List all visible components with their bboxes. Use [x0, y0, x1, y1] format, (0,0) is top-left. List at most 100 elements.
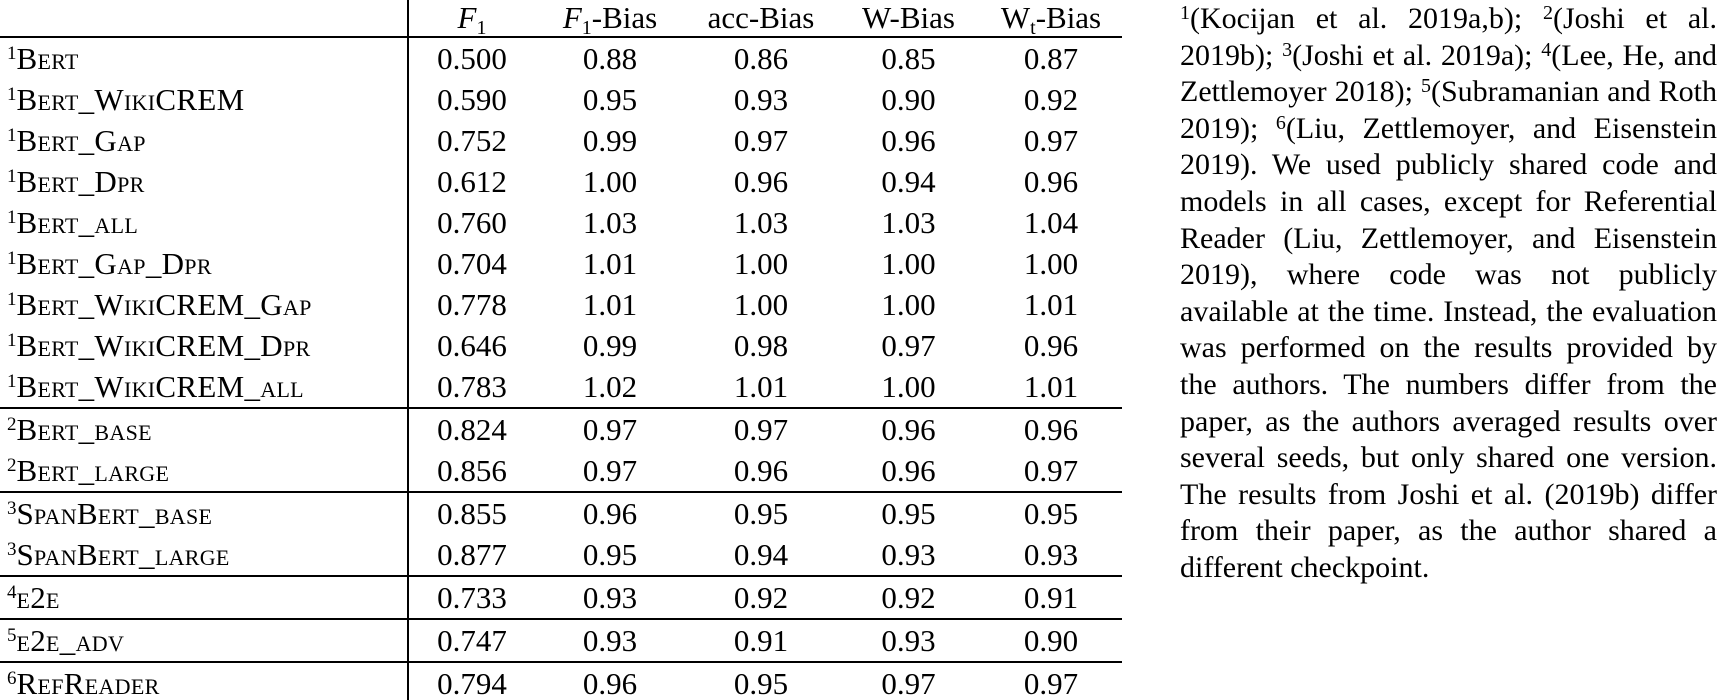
table-row: 2Bert_base 0.824 0.97 0.97 0.96 0.96 [0, 408, 1122, 450]
value-cell-f1: 0.646 [437, 327, 507, 363]
value-cell-wt-bias: 0.96 [1023, 327, 1079, 363]
value-cell-acc-bias: 0.95 [685, 662, 837, 700]
value-cell-w-bias: 0.96 [881, 122, 936, 158]
model-name: Bert_WikiCREM_Gap [16, 286, 312, 322]
value-cell-acc-bias: 0.96 [685, 450, 837, 493]
column-header-main: F [457, 0, 477, 35]
model-name: Bert_Dpr [16, 163, 145, 199]
table-row: 2Bert_large 0.856 0.97 0.96 0.96 0.97 [0, 450, 1122, 493]
table-row: 1Bert_Gap 0.752 0.99 0.97 0.96 0.97 [0, 120, 1122, 161]
note-citation-superscript: 1 [1180, 2, 1190, 24]
value-cell-f1: 0.794 [408, 662, 535, 700]
value-cell-acc-bias: 0.93 [733, 81, 789, 117]
value-cell-acc-bias: 1.00 [733, 286, 789, 322]
column-header-main: W-Bias [862, 0, 955, 35]
citation-superscript: 1 [7, 370, 17, 392]
value-cell-acc-bias: 0.92 [685, 576, 837, 620]
value-cell-f1-bias: 0.95 [535, 534, 685, 577]
model-name: Bert_all [16, 204, 139, 240]
column-header-f1: F1 [408, 0, 535, 38]
results-table: F1 F1-Bias acc-Bias W-Bias Wt-Bias 1Bert 0.50… [0, 0, 1122, 700]
value-cell-f1: 0.612 [437, 163, 507, 199]
citation-superscript: 6 [7, 667, 17, 689]
value-cell-f1: 0.824 [437, 411, 507, 447]
footnote-text: 1(Kocijan et al. 2019a,b); 2(Joshi et al… [1180, 2, 1718, 584]
value-cell-wt-bias: 0.97 [980, 662, 1122, 700]
value-cell-f1-bias: 0.93 [535, 619, 685, 663]
model-name: RefReader [16, 665, 160, 700]
citation-superscript: 1 [7, 42, 17, 64]
value-cell-f1-bias: 0.93 [535, 576, 685, 620]
model-label-cell: 3SpanBert_base [0, 492, 409, 534]
model-label-cell: 1Bert [0, 37, 409, 79]
value-cell-f1: 0.877 [408, 534, 535, 577]
value-cell-wt-bias: 1.01 [980, 366, 1122, 409]
value-cell-f1-bias: 0.95 [582, 81, 638, 117]
value-cell-wt-bias: 0.93 [980, 534, 1122, 577]
header-row: F1 F1-Bias acc-Bias W-Bias Wt-Bias [0, 0, 1122, 39]
value-cell-acc-bias: 0.94 [685, 534, 837, 577]
citation-superscript: 1 [7, 206, 17, 228]
value-cell-wt-bias: 0.92 [1023, 81, 1079, 117]
model-name: SpanBert_large [16, 536, 230, 572]
citation-superscript: 1 [7, 329, 17, 351]
value-cell-f1: 0.856 [408, 450, 535, 493]
value-cell-f1-bias: 0.99 [582, 122, 638, 158]
model-name: e2e [16, 579, 60, 615]
value-cell-acc-bias: 0.97 [733, 411, 789, 447]
value-cell-w-bias: 0.97 [837, 662, 980, 700]
table-row: 3SpanBert_large 0.877 0.95 0.94 0.93 0.93 [0, 534, 1122, 577]
model-label-cell: 2Bert_base [0, 408, 409, 450]
value-cell-f1: 0.752 [437, 122, 507, 158]
value-cell-f1-bias: 0.97 [535, 450, 685, 493]
model-label-cell: 1Bert_Gap [0, 120, 409, 161]
model-label-cell: 1Bert_all [0, 202, 409, 243]
table-row: 1Bert_Gap_Dpr 0.704 1.01 1.00 1.00 1.00 [0, 243, 1122, 284]
model-name: SpanBert_base [16, 495, 213, 531]
citation-superscript: 3 [7, 497, 17, 519]
value-cell-w-bias: 0.97 [881, 327, 936, 363]
column-header-wt-bias: Wt-Bias [980, 0, 1122, 38]
value-cell-w-bias: 1.00 [881, 245, 936, 281]
value-cell-wt-bias: 0.96 [1023, 411, 1079, 447]
column-header-w-bias: W-Bias [837, 0, 980, 38]
column-header-suffix: -Bias [1035, 0, 1102, 35]
value-cell-acc-bias: 0.91 [685, 619, 837, 663]
citation-superscript: 1 [7, 247, 17, 269]
citation-superscript: 2 [7, 413, 17, 435]
value-cell-wt-bias: 1.04 [1023, 204, 1079, 240]
value-cell-w-bias: 0.92 [837, 576, 980, 620]
value-cell-f1-bias: 0.97 [582, 411, 638, 447]
citation-superscript: 4 [7, 581, 17, 603]
value-cell-w-bias: 0.96 [881, 411, 936, 447]
value-cell-w-bias: 1.03 [881, 204, 936, 240]
value-cell-acc-bias: 0.96 [733, 163, 789, 199]
value-cell-acc-bias: 0.98 [733, 327, 789, 363]
table-row: 1Bert_WikiCREM 0.590 0.95 0.93 0.90 0.92 [0, 79, 1122, 120]
model-label-cell: 1Bert_Gap_Dpr [0, 243, 409, 284]
value-cell-wt-bias: 0.87 [1023, 40, 1079, 76]
table-row: 1Bert_all 0.760 1.03 1.03 1.03 1.04 [0, 202, 1122, 243]
citation-superscript: 2 [7, 454, 17, 476]
note-citation-superscript: 5 [1420, 75, 1431, 98]
model-name: Bert_large [16, 452, 170, 488]
value-cell-f1: 0.783 [408, 366, 535, 409]
citation-superscript: 1 [7, 124, 17, 146]
value-cell-w-bias: 1.00 [837, 366, 980, 409]
row-label-column-header [0, 0, 409, 38]
value-cell-w-bias: 0.90 [881, 81, 936, 117]
value-cell-f1: 0.747 [408, 619, 535, 663]
column-header-subscript: 1 [581, 17, 592, 39]
value-cell-f1-bias: 1.03 [582, 204, 638, 240]
value-cell-w-bias: 0.96 [837, 450, 980, 493]
value-cell-acc-bias: 1.03 [733, 204, 789, 240]
value-cell-acc-bias: 0.86 [733, 40, 789, 76]
value-cell-f1: 0.590 [437, 81, 507, 117]
citation-superscript: 5 [7, 624, 17, 646]
model-label-cell: 2Bert_large [0, 450, 409, 493]
table-row: 4e2e 0.733 0.93 0.92 0.92 0.91 [0, 576, 1122, 620]
value-cell-wt-bias: 1.00 [1023, 245, 1079, 281]
note-citation-superscript: 6 [1275, 111, 1286, 134]
model-label-cell: 3SpanBert_large [0, 534, 409, 577]
model-label-cell: 1Bert_WikiCREM_Gap [0, 284, 409, 325]
